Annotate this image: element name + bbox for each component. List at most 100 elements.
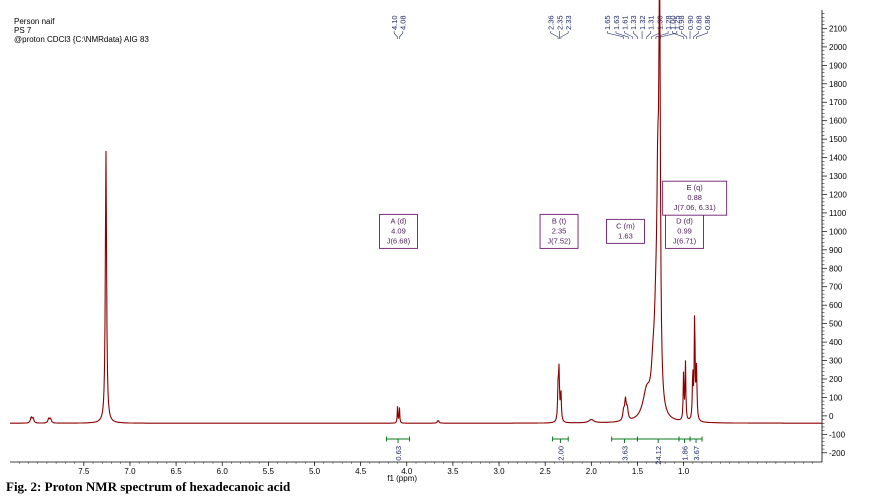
peak-label-connector xyxy=(615,31,629,39)
y-tick-label: -100 xyxy=(829,430,846,439)
y-tick-label: 1700 xyxy=(829,98,847,107)
y-tick-label: 0 xyxy=(829,412,834,421)
peak-label: 0.98 xyxy=(677,15,686,30)
multiplet-text: J(7.52) xyxy=(547,236,571,245)
multiplet-text: J(7.06, 6.31) xyxy=(674,203,717,212)
integral-value: 3.67 xyxy=(692,446,701,461)
multiplet-box xyxy=(379,213,418,249)
peak-label: 0.90 xyxy=(686,15,695,30)
multiplet-text: D (d) xyxy=(676,216,693,225)
y-tick-label: 700 xyxy=(829,283,843,292)
multiplet-text: A (d) xyxy=(391,216,407,225)
spectrum-line xyxy=(10,0,822,424)
x-tick-label: 2.0 xyxy=(586,467,598,476)
y-tick-label: 100 xyxy=(829,393,843,402)
x-tick-label: 5.5 xyxy=(263,467,275,476)
peak-label-connector xyxy=(655,31,669,39)
y-axis: -200 -100 0 100 200 300 400 500 600 700 800 900 1000… xyxy=(822,13,847,458)
y-tick-label: 1100 xyxy=(829,209,847,218)
x-tick-label: 7.5 xyxy=(78,467,90,476)
y-tick-label: -200 xyxy=(829,449,846,458)
integral-value: 1.86 xyxy=(681,446,690,461)
multiplet-text: 0.99 xyxy=(677,226,692,235)
peak-label: 2.35 xyxy=(555,15,564,30)
y-tick-label: 2000 xyxy=(829,43,847,52)
peak-label: 1.61 xyxy=(621,15,630,30)
x-tick-label: 1.0 xyxy=(678,467,690,476)
figure-caption: Fig. 2: Proton NMR spectrum of hexadecan… xyxy=(6,479,291,494)
peak-label-connector xyxy=(672,31,684,39)
x-tick-label: 5.0 xyxy=(309,467,321,476)
x-axis-label: f1 (ppm) xyxy=(387,474,417,483)
peak-label-connector xyxy=(399,31,404,39)
x-tick-label: 3.0 xyxy=(493,467,505,476)
multiplet-text: B (t) xyxy=(552,216,567,225)
y-tick-label: 1500 xyxy=(829,135,847,144)
peak-label-connector xyxy=(606,31,624,39)
header-experiment: @proton CDCl3 {C:\NMRdata} AIG 83 xyxy=(14,35,149,44)
peak-label: 0.86 xyxy=(703,15,712,30)
peak-label-connector xyxy=(692,31,700,39)
y-tick-label: 1600 xyxy=(829,117,847,126)
peak-label: 2.36 xyxy=(547,15,556,30)
peak-label-connector xyxy=(560,31,569,39)
multiplet-text: C (m) xyxy=(616,221,635,230)
multiplet-text: 0.88 xyxy=(687,193,702,202)
multiplet-text: 4.09 xyxy=(391,226,406,235)
integral-value: 0.63 xyxy=(394,446,403,461)
peak-label-connector xyxy=(696,31,708,39)
peak-label-connector xyxy=(646,31,652,39)
y-tick-label: 1800 xyxy=(829,80,847,89)
x-axis: 7.5 7.0 6.5 6.0 5.5 5.0 4.5 4.0 3.5 3.0 2.5 2.0 1.5 1… xyxy=(19,462,813,483)
y-tick-label: 400 xyxy=(829,338,843,347)
peak-label-connector xyxy=(681,31,688,39)
y-tick-label: 1300 xyxy=(829,172,847,181)
multiplet-text: 1.63 xyxy=(618,231,633,240)
multiplet-text: J(6.71) xyxy=(673,236,697,245)
multiplet-text: 2.35 xyxy=(552,226,567,235)
peak-label: 1.33 xyxy=(629,15,638,30)
y-tick-label: 300 xyxy=(829,357,843,366)
peak-label: 0.88 xyxy=(695,15,704,30)
x-tick-label: 4.5 xyxy=(355,467,367,476)
peak-label-connector xyxy=(550,31,559,39)
y-tick-label: 500 xyxy=(829,320,843,329)
multiplet-box xyxy=(606,218,645,244)
x-tick-label: 7.0 xyxy=(124,467,136,476)
header-ps: PS 7 xyxy=(14,26,32,35)
peak-label: 1.28 xyxy=(664,15,673,30)
multiplet-box xyxy=(539,213,579,249)
multiplet-text: J(6.68) xyxy=(387,236,411,245)
y-tick-label: 2100 xyxy=(829,24,847,33)
integrals: 0.63 2.00 3.63 24.12 1.86 3.67 xyxy=(385,436,703,465)
y-tick-label: 800 xyxy=(829,264,843,273)
peak-label: 1.32 xyxy=(638,15,647,30)
peak-label: 4.10 xyxy=(390,15,399,30)
integral-value: 3.63 xyxy=(621,446,630,461)
peak-label: 4.08 xyxy=(399,15,408,30)
integral-value: 2.00 xyxy=(556,446,565,461)
y-tick-label: 1000 xyxy=(829,227,847,236)
peak-label: 1.65 xyxy=(603,15,612,30)
x-tick-label: 6.5 xyxy=(171,467,183,476)
peak-label: 1.00 xyxy=(668,15,677,30)
multiplet-box xyxy=(662,180,728,216)
y-tick-label: 1200 xyxy=(829,190,847,199)
x-tick-label: 3.5 xyxy=(447,467,459,476)
header-person: Person naif xyxy=(14,17,55,26)
integral-value: 24.12 xyxy=(654,446,663,465)
y-tick-label: 600 xyxy=(829,301,843,310)
y-tick-label: 1900 xyxy=(829,61,847,70)
peak-label-connector xyxy=(650,31,660,39)
y-tick-label: 200 xyxy=(829,375,843,384)
peak-label: 2.33 xyxy=(564,15,573,30)
y-tick-label: 1400 xyxy=(829,154,847,163)
peak-label: 1.25 xyxy=(673,15,682,30)
peak-label: 1.31 xyxy=(647,15,656,30)
x-tick-label: 6.0 xyxy=(217,467,229,476)
peak-label-connector xyxy=(633,31,638,39)
spectrum-trace xyxy=(10,0,822,424)
peak-label-connector xyxy=(624,31,634,39)
x-tick-label: 4.0 xyxy=(401,467,413,476)
